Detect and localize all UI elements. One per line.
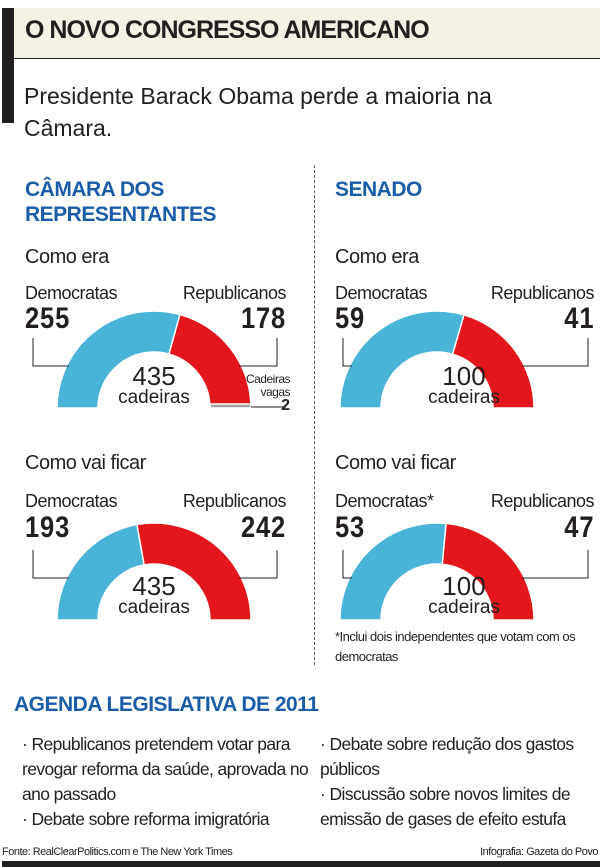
house-before-total: 435 cadeiras (94, 361, 214, 409)
democrats-leader-line (342, 550, 352, 579)
total-label: cadeiras (428, 387, 500, 408)
agenda-col-right: · Debate sobre redução dos gastos públic… (320, 732, 595, 832)
house-before-dem-value: 255 (25, 302, 71, 335)
total-value: 100 (442, 361, 486, 391)
senate-after-dem-label: Democratas* (335, 491, 434, 511)
republicans-leader-line (239, 550, 278, 579)
republicans-arc (451, 313, 535, 409)
total-value: 100 (442, 571, 486, 601)
column-divider (314, 165, 315, 665)
democrats-arc (339, 522, 447, 621)
senate-after-rep-value: 47 (563, 511, 594, 544)
house-before-rep-value: 178 (240, 302, 286, 335)
house-before-dem-label: Democratas (25, 283, 118, 303)
house-before-label: Como era (25, 246, 109, 268)
vacant-label: Cadeiras vagas (245, 372, 291, 399)
democrats-arc (339, 310, 465, 409)
republicans-leader-line (522, 550, 589, 579)
infographic-credit: Infografia: Gazeta do Povo (480, 846, 598, 858)
agenda-item: · Debate sobre redução dos gastos públic… (320, 734, 574, 779)
header-band (14, 8, 600, 59)
senate-after-label: Como vai ficar (335, 452, 456, 474)
house-after-rep-label: Republicanos (182, 491, 287, 511)
house-section-title: CÂMARA DOS REPRESENTANTES (25, 177, 245, 227)
agenda-title: AGENDA LEGISLATIVA DE 2011 (14, 693, 319, 716)
democrats-arc (56, 310, 181, 409)
republicans-arc (441, 522, 535, 621)
house-after-total: 435 cadeiras (94, 571, 214, 619)
house-after-label: Como vai ficar (25, 452, 146, 474)
house-before-rep-label: Republicanos (182, 283, 287, 303)
vacant-value: 2 (281, 397, 290, 414)
agenda-item: · Republicanos pretendem votar para revo… (22, 734, 309, 804)
total-value: 435 (132, 571, 176, 601)
senate-after-rep-label: Republicanos (490, 491, 595, 511)
total-value: 435 (132, 361, 176, 391)
senate-before-rep-label: Republicanos (490, 283, 595, 303)
republicans-leader-line (522, 338, 589, 367)
agenda-item: · Debate sobre reforma imigratória (22, 809, 270, 829)
total-label: cadeiras (428, 597, 500, 618)
democrats-leader-line (32, 550, 69, 579)
page-title: O NOVO CONGRESSO AMERICANO (25, 16, 430, 44)
republicans-arc (136, 522, 252, 621)
senate-footnote: *Inclui dois independentes que votam com… (335, 629, 576, 664)
house-after-dem-label: Democratas (25, 491, 118, 511)
senate-before-total: 100 cadeiras (404, 361, 524, 409)
total-label: cadeiras (118, 597, 190, 618)
senate-before-label: Como era (335, 246, 419, 268)
accent-bar (2, 8, 14, 123)
house-after-dem-value: 193 (25, 511, 71, 544)
agenda-col-left: · Republicanos pretendem votar para revo… (22, 732, 312, 832)
house-after-rep-value: 242 (240, 511, 286, 544)
senate-before-dem-value: 59 (335, 302, 366, 335)
house-title-text: CÂMARA DOS REPRESENTANTES (25, 178, 216, 226)
agenda-item: · Discussão sobre novos limites de emiss… (320, 784, 571, 829)
senate-after-dem-value: 53 (335, 511, 366, 544)
senate-after-total: 100 cadeiras (404, 571, 524, 619)
democrats-leader-line (32, 338, 69, 367)
source-credit: Fonte: RealClearPolitics.com e The New Y… (2, 846, 233, 858)
subtitle: Presidente Barack Obama perde a maioria … (24, 83, 492, 141)
bottom-bar (2, 861, 600, 867)
senate-before-dem-label: Democratas (335, 283, 428, 303)
senate-section-title: SENADO (335, 178, 422, 201)
republicans-leader-line (239, 338, 278, 367)
total-label: cadeiras (118, 387, 190, 408)
democrats-leader-line (342, 338, 352, 367)
senate-before-rep-value: 41 (563, 302, 594, 335)
vacant-arc (209, 403, 252, 409)
